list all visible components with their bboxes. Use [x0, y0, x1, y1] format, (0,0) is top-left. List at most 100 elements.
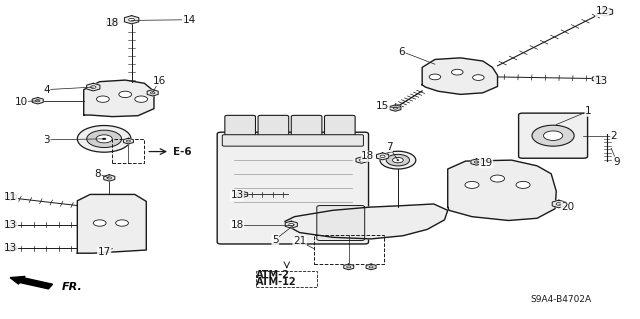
Text: 18: 18	[106, 18, 119, 28]
Text: 12: 12	[596, 6, 609, 17]
Circle shape	[474, 161, 479, 163]
Polygon shape	[598, 8, 612, 16]
FancyBboxPatch shape	[291, 115, 322, 135]
FancyBboxPatch shape	[518, 113, 588, 158]
Polygon shape	[390, 105, 401, 111]
Circle shape	[556, 203, 561, 205]
Circle shape	[93, 220, 106, 226]
Circle shape	[289, 223, 294, 226]
Polygon shape	[592, 76, 604, 82]
Text: 19: 19	[479, 158, 493, 168]
Circle shape	[86, 130, 122, 147]
Bar	[256, 271, 317, 286]
Circle shape	[532, 125, 574, 146]
Polygon shape	[77, 195, 147, 253]
Circle shape	[107, 177, 111, 179]
Polygon shape	[86, 83, 100, 91]
Circle shape	[96, 135, 112, 143]
Circle shape	[429, 74, 441, 80]
Circle shape	[602, 10, 609, 13]
Circle shape	[596, 78, 600, 80]
Circle shape	[129, 18, 134, 21]
Circle shape	[490, 175, 504, 182]
Polygon shape	[344, 264, 354, 270]
Text: 13: 13	[4, 219, 17, 230]
Circle shape	[347, 266, 351, 268]
Circle shape	[369, 266, 373, 268]
Circle shape	[543, 131, 563, 140]
Polygon shape	[124, 16, 139, 24]
Text: 6: 6	[399, 47, 405, 56]
Circle shape	[135, 96, 148, 102]
Text: 2: 2	[611, 131, 617, 141]
Polygon shape	[5, 194, 17, 200]
Text: 14: 14	[182, 15, 196, 25]
Circle shape	[91, 86, 96, 88]
Text: ATM-2: ATM-2	[256, 271, 290, 280]
Circle shape	[392, 158, 403, 163]
Circle shape	[77, 125, 131, 152]
Text: 21: 21	[293, 236, 306, 247]
Circle shape	[110, 22, 115, 24]
Text: 11: 11	[4, 192, 17, 202]
Circle shape	[452, 69, 463, 75]
FancyBboxPatch shape	[222, 135, 364, 146]
Text: ATM-12: ATM-12	[256, 277, 297, 287]
Polygon shape	[5, 245, 17, 252]
Text: 13: 13	[595, 76, 607, 86]
Text: 16: 16	[152, 76, 166, 86]
Circle shape	[387, 154, 410, 166]
Circle shape	[472, 75, 484, 80]
Circle shape	[380, 155, 385, 158]
FancyBboxPatch shape	[225, 115, 255, 135]
FancyArrow shape	[10, 277, 52, 289]
Polygon shape	[471, 159, 482, 165]
Text: 15: 15	[376, 101, 389, 111]
Circle shape	[380, 151, 416, 169]
Circle shape	[127, 140, 131, 142]
Circle shape	[465, 182, 479, 189]
Text: FR.: FR.	[61, 282, 82, 292]
Circle shape	[35, 100, 40, 102]
Text: 1: 1	[585, 106, 591, 116]
FancyBboxPatch shape	[317, 205, 365, 241]
Circle shape	[102, 138, 106, 140]
Circle shape	[119, 91, 132, 98]
Polygon shape	[107, 20, 118, 26]
Circle shape	[393, 107, 397, 109]
Text: 4: 4	[44, 85, 50, 95]
Text: 5: 5	[272, 234, 278, 245]
Polygon shape	[147, 90, 158, 96]
Polygon shape	[32, 98, 44, 104]
Text: 13: 13	[230, 190, 244, 200]
Text: 9: 9	[614, 157, 620, 167]
Text: 13: 13	[4, 243, 17, 253]
Text: 10: 10	[15, 97, 28, 107]
Text: 8: 8	[95, 169, 101, 179]
Polygon shape	[552, 200, 566, 208]
Polygon shape	[5, 221, 17, 228]
Circle shape	[9, 247, 13, 249]
Polygon shape	[285, 221, 298, 228]
Text: 17: 17	[97, 247, 111, 257]
Polygon shape	[366, 264, 376, 270]
Text: 3: 3	[44, 135, 50, 145]
FancyBboxPatch shape	[258, 115, 289, 135]
Circle shape	[359, 159, 364, 161]
Circle shape	[240, 193, 244, 196]
Circle shape	[397, 160, 399, 161]
Text: S9A4-B4702A: S9A4-B4702A	[531, 295, 592, 304]
Circle shape	[9, 196, 13, 198]
FancyBboxPatch shape	[217, 132, 369, 244]
Text: 20: 20	[561, 202, 574, 212]
Circle shape	[150, 92, 155, 94]
Polygon shape	[376, 153, 388, 160]
Circle shape	[516, 182, 530, 189]
Circle shape	[9, 224, 13, 226]
Text: E-6: E-6	[173, 147, 192, 157]
Circle shape	[97, 96, 109, 102]
Polygon shape	[124, 138, 133, 144]
Polygon shape	[285, 204, 448, 239]
Circle shape	[116, 220, 129, 226]
Polygon shape	[356, 157, 367, 163]
